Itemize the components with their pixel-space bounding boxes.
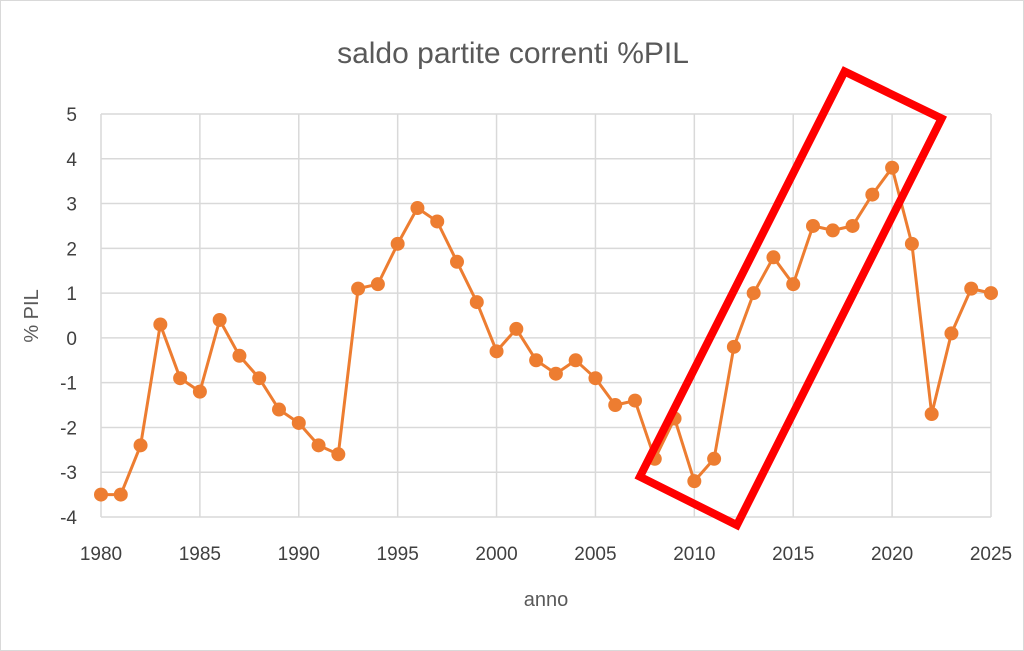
data-point <box>331 447 346 462</box>
data-point <box>450 254 464 269</box>
series-line <box>101 166 992 497</box>
data-point <box>529 353 544 368</box>
tick-labels: -4 -3 -2 -1 0 1 2 3 4 5 1980 1985 1990 1995 2000 2005 20… <box>60 105 1012 565</box>
x-tick-label: 1990 <box>278 544 320 565</box>
data-point <box>548 366 563 381</box>
data-point <box>568 353 583 368</box>
data-point <box>707 451 722 466</box>
data-point <box>588 371 603 386</box>
data-point <box>865 187 880 202</box>
annotations <box>634 66 947 531</box>
data-point <box>272 402 286 417</box>
chart-title: saldo partite correnti %PIL <box>337 37 689 70</box>
data-point <box>984 286 998 301</box>
y-tick-label: -3 <box>60 463 77 484</box>
data-point <box>786 277 801 292</box>
x-tick-label: 1995 <box>377 544 419 565</box>
data-point <box>509 321 524 336</box>
data-point <box>192 384 207 399</box>
y-tick-label: 2 <box>66 239 77 260</box>
series <box>94 160 998 502</box>
data-point <box>944 326 959 341</box>
x-tick-label: 1985 <box>179 544 221 565</box>
data-point <box>885 160 900 175</box>
x-tick-label: 2020 <box>871 544 913 565</box>
data-point <box>291 415 306 430</box>
data-point <box>825 223 840 238</box>
data-point <box>212 312 227 327</box>
y-tick-label: 3 <box>66 195 77 216</box>
data-point <box>489 344 504 359</box>
data-point <box>845 218 860 233</box>
y-tick-label: -1 <box>60 374 77 395</box>
y-axis-title: % PIL <box>21 289 43 342</box>
data-point <box>806 218 820 233</box>
data-point <box>964 281 979 296</box>
data-point <box>608 398 623 413</box>
data-point <box>113 487 128 502</box>
data-point <box>390 236 405 251</box>
data-point <box>766 250 781 265</box>
data-point <box>133 438 148 453</box>
data-point <box>232 348 247 363</box>
y-tick-label: 4 <box>66 150 77 171</box>
highlight-rectangle <box>634 66 947 531</box>
data-point <box>924 407 939 422</box>
data-point <box>311 438 326 453</box>
data-point <box>469 295 484 310</box>
data-point <box>430 214 445 229</box>
y-tick-label: 1 <box>66 284 77 305</box>
y-tick-label: 0 <box>66 329 77 350</box>
x-tick-label: 2010 <box>673 544 715 565</box>
x-tick-label: 2015 <box>772 544 814 565</box>
data-point <box>351 281 366 296</box>
data-point <box>153 317 168 332</box>
x-tick-label: 2025 <box>970 544 1012 565</box>
grid <box>100 113 992 518</box>
data-point <box>410 201 425 216</box>
data-point <box>370 277 385 292</box>
data-point <box>726 339 741 354</box>
x-tick-label: 2000 <box>475 544 517 565</box>
x-tick-label: 2005 <box>574 544 616 565</box>
y-tick-label: -2 <box>60 418 77 439</box>
x-tick-label: 1980 <box>80 544 122 565</box>
data-point <box>746 286 761 301</box>
x-axis-title: anno <box>524 589 569 611</box>
data-point <box>687 474 702 489</box>
y-tick-label: -4 <box>60 508 77 529</box>
data-point <box>173 371 188 386</box>
data-point <box>628 393 642 408</box>
y-tick-label: 5 <box>66 105 77 126</box>
data-point <box>94 487 108 502</box>
data-point <box>904 236 919 251</box>
data-point <box>252 371 267 386</box>
